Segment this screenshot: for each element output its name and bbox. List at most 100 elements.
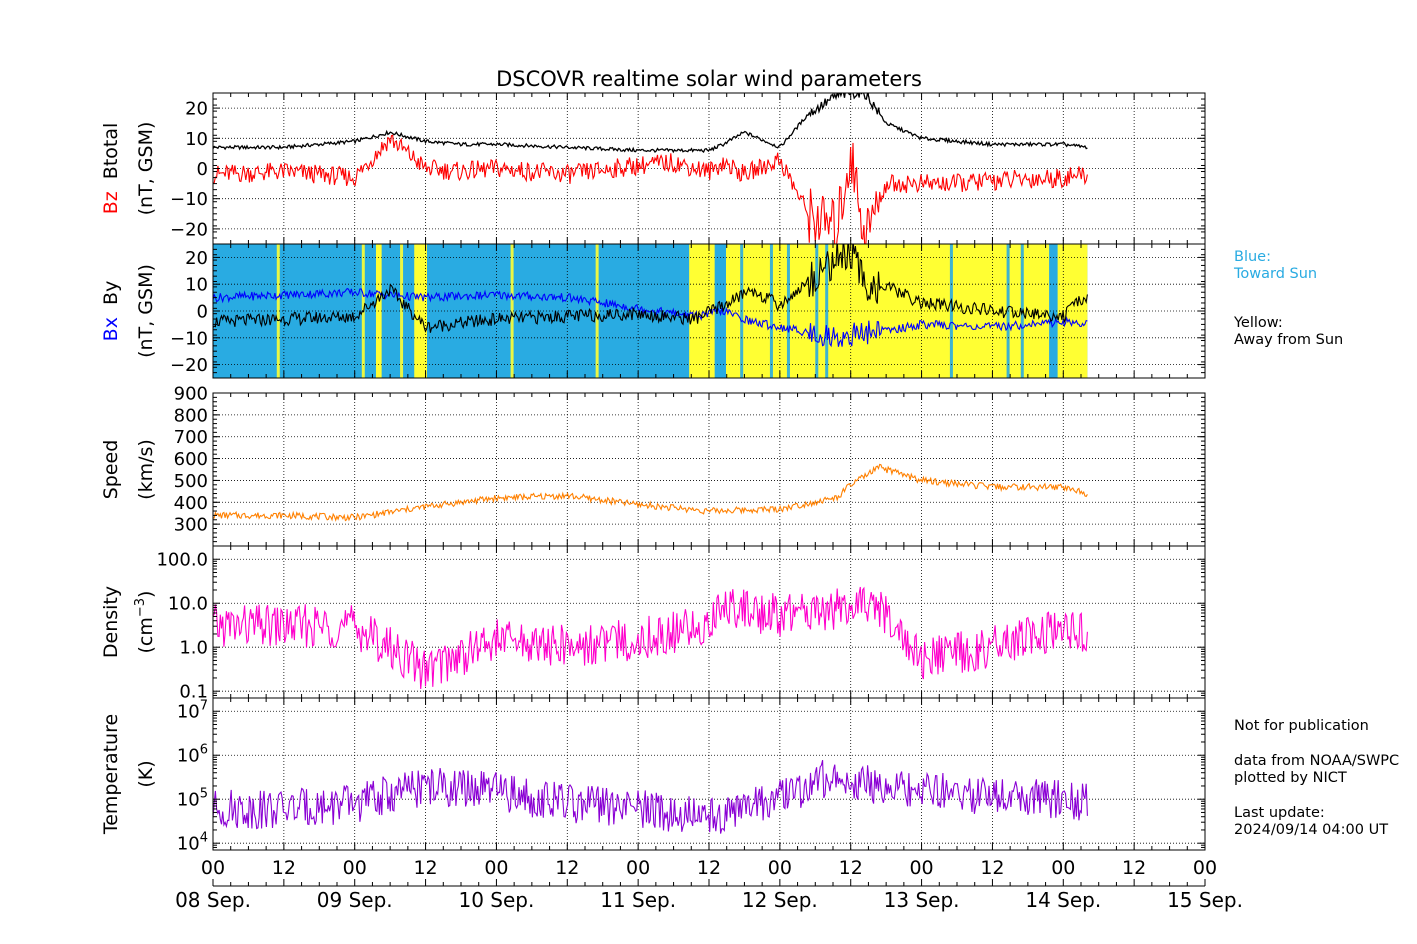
gridlines-density xyxy=(213,546,1205,698)
x-tick-label-6: 00 xyxy=(626,857,650,879)
series-bx xyxy=(213,287,1088,348)
series-btotal xyxy=(213,93,1088,154)
polarity-stripe-7 xyxy=(786,244,790,378)
y-tick-label-magnetic_field-2: 0 xyxy=(197,159,208,180)
panel-bx_by: 20 10 0 −10 −20 Bx By (nT, GSM) xyxy=(100,243,1206,379)
gridlines-speed xyxy=(213,392,1205,546)
x-tick-label-13: 12 xyxy=(1122,857,1146,879)
y-tick-label-bx_by-1: 10 xyxy=(185,275,208,296)
y-minor-ticks-temperature xyxy=(213,712,1205,848)
note-last-update-label: Last update: xyxy=(1234,805,1325,821)
y-tick-label-speed-6: 300 xyxy=(174,515,208,536)
series-density xyxy=(213,586,1088,690)
x-tick-label-5: 12 xyxy=(555,857,579,879)
y-tick-label-bx_by-2: 0 xyxy=(197,302,208,323)
note-data-source: data from NOAA/SWPC xyxy=(1234,753,1399,769)
ylabel-temperature-units: (K) xyxy=(135,760,157,787)
x-tick-label-0: 00 xyxy=(201,857,225,879)
y-tick-label-density-3: 0.1 xyxy=(179,682,208,703)
gridlines-bx_by xyxy=(213,244,1205,378)
series-temperature xyxy=(213,759,1088,834)
y-tick-label-speed-3: 600 xyxy=(174,449,208,470)
x-tick-label-8: 00 xyxy=(768,857,792,879)
x-tick-label-9: 12 xyxy=(839,857,863,879)
panel-density: 100.0 10.0 1.0 0.1 Density (cm−3) xyxy=(100,545,1206,703)
y-tick-label-density-0: 100.0 xyxy=(156,550,208,571)
polarity-stripe-0 xyxy=(276,244,280,378)
x-minor-ticks-temperature xyxy=(212,698,1206,850)
chart-title: DSCOVR realtime solar wind parameters xyxy=(496,67,922,91)
ylabel-magnetic_field-main: Bz Btotal xyxy=(100,123,122,215)
x-tick-label-11: 12 xyxy=(980,857,1004,879)
legend-blue-text: Toward Sun xyxy=(1233,266,1317,282)
y-tick-label-temperature-3: 104 xyxy=(177,831,208,855)
panel-magnetic_field: 20 10 0 −10 −20 Bz Btotal (nT, GSM) xyxy=(100,92,1206,245)
date-label-5: 13 Sep. xyxy=(884,888,960,912)
y-tick-label-speed-4: 500 xyxy=(174,471,208,492)
x-tick-label-10: 00 xyxy=(909,857,933,879)
polarity-stripe-9 xyxy=(825,244,829,378)
ylabel-speed-units: (km/s) xyxy=(135,439,157,500)
ylabel-density-main: Density xyxy=(100,586,122,658)
x-tick-label-2: 00 xyxy=(343,857,367,879)
ylabel-temperature-main: Temperature xyxy=(100,714,122,835)
legend-blue-title: Blue: xyxy=(1234,249,1271,265)
x-axis-bottom: 00 12 00 12 00 12 00 12 00 12 00 12 00 12 00 08 Sep. 09 … xyxy=(175,857,1243,912)
x-tick-label-4: 00 xyxy=(484,857,508,879)
legend-yellow-text: Away from Sun xyxy=(1234,332,1343,348)
note-plotted-by: plotted by NICT xyxy=(1234,770,1347,786)
y-tick-label-speed-0: 900 xyxy=(174,384,208,405)
y-tick-label-temperature-0: 107 xyxy=(177,699,208,723)
x-tick-label-7: 12 xyxy=(697,857,721,879)
date-label-1: 09 Sep. xyxy=(317,888,393,912)
y-tick-label-density-1: 10.0 xyxy=(168,594,208,615)
series-bz xyxy=(213,134,1088,244)
y-tick-label-speed-5: 400 xyxy=(174,493,208,514)
ylabel-speed-main: Speed xyxy=(100,440,122,500)
x-tick-label-1: 12 xyxy=(272,857,296,879)
note-last-update: 2024/09/14 04:00 UT xyxy=(1234,822,1388,838)
y-tick-label-magnetic_field-0: 20 xyxy=(185,99,208,120)
x-minor-ticks-magnetic_field xyxy=(212,93,1206,244)
polarity-stripe-3 xyxy=(510,244,514,378)
y-tick-label-speed-2: 700 xyxy=(174,427,208,448)
date-label-3: 11 Sep. xyxy=(600,888,676,912)
date-label-7: 15 Sep. xyxy=(1167,888,1243,912)
x-minor-ticks-density xyxy=(212,546,1206,698)
y-tick-label-magnetic_field-1: 10 xyxy=(185,129,208,150)
y-minor-ticks-magnetic_field xyxy=(213,92,1205,245)
date-label-4: 12 Sep. xyxy=(742,888,818,912)
date-label-6: 14 Sep. xyxy=(1025,888,1101,912)
x-tick-label-14: 00 xyxy=(1193,857,1217,879)
ylabel-bx_by-units: (nT, GSM) xyxy=(135,264,157,358)
y-minor-ticks-bx_by xyxy=(213,243,1205,379)
panel-temperature: 107 106 105 104 Temperature (K) xyxy=(100,697,1206,855)
series-speed xyxy=(213,463,1088,522)
y-minor-ticks-density xyxy=(213,560,1205,696)
frame-speed xyxy=(212,392,1206,547)
y-tick-label-bx_by-3: −10 xyxy=(170,328,208,349)
date-label-0: 08 Sep. xyxy=(175,888,251,912)
polarity-stripe-2 xyxy=(400,244,404,378)
y-minor-ticks-speed xyxy=(213,392,1205,547)
ylabel-magnetic_field-units: (nT, GSM) xyxy=(135,122,157,216)
ylabel-bx_by-main: Bx By xyxy=(100,281,122,342)
ylabel-density-units: (cm−3) xyxy=(133,591,157,654)
y-tick-label-bx_by-4: −20 xyxy=(170,355,208,376)
y-tick-label-speed-1: 800 xyxy=(174,405,208,426)
y-tick-label-density-2: 1.0 xyxy=(179,638,208,659)
y-tick-label-magnetic_field-4: −20 xyxy=(170,219,208,240)
x-tick-label-3: 12 xyxy=(413,857,437,879)
x-minor-ticks-speed xyxy=(212,393,1206,546)
y-tick-label-temperature-1: 106 xyxy=(177,743,208,767)
y-tick-label-bx_by-0: 20 xyxy=(185,248,208,269)
y-tick-label-magnetic_field-3: −10 xyxy=(170,189,208,210)
date-label-2: 10 Sep. xyxy=(458,888,534,912)
x-tick-label-12: 00 xyxy=(1051,857,1075,879)
series-by xyxy=(213,244,1088,333)
note-not-for-publication: Not for publication xyxy=(1234,718,1369,734)
y-tick-label-temperature-2: 105 xyxy=(177,787,208,811)
legend-yellow-title: Yellow: xyxy=(1233,315,1283,331)
